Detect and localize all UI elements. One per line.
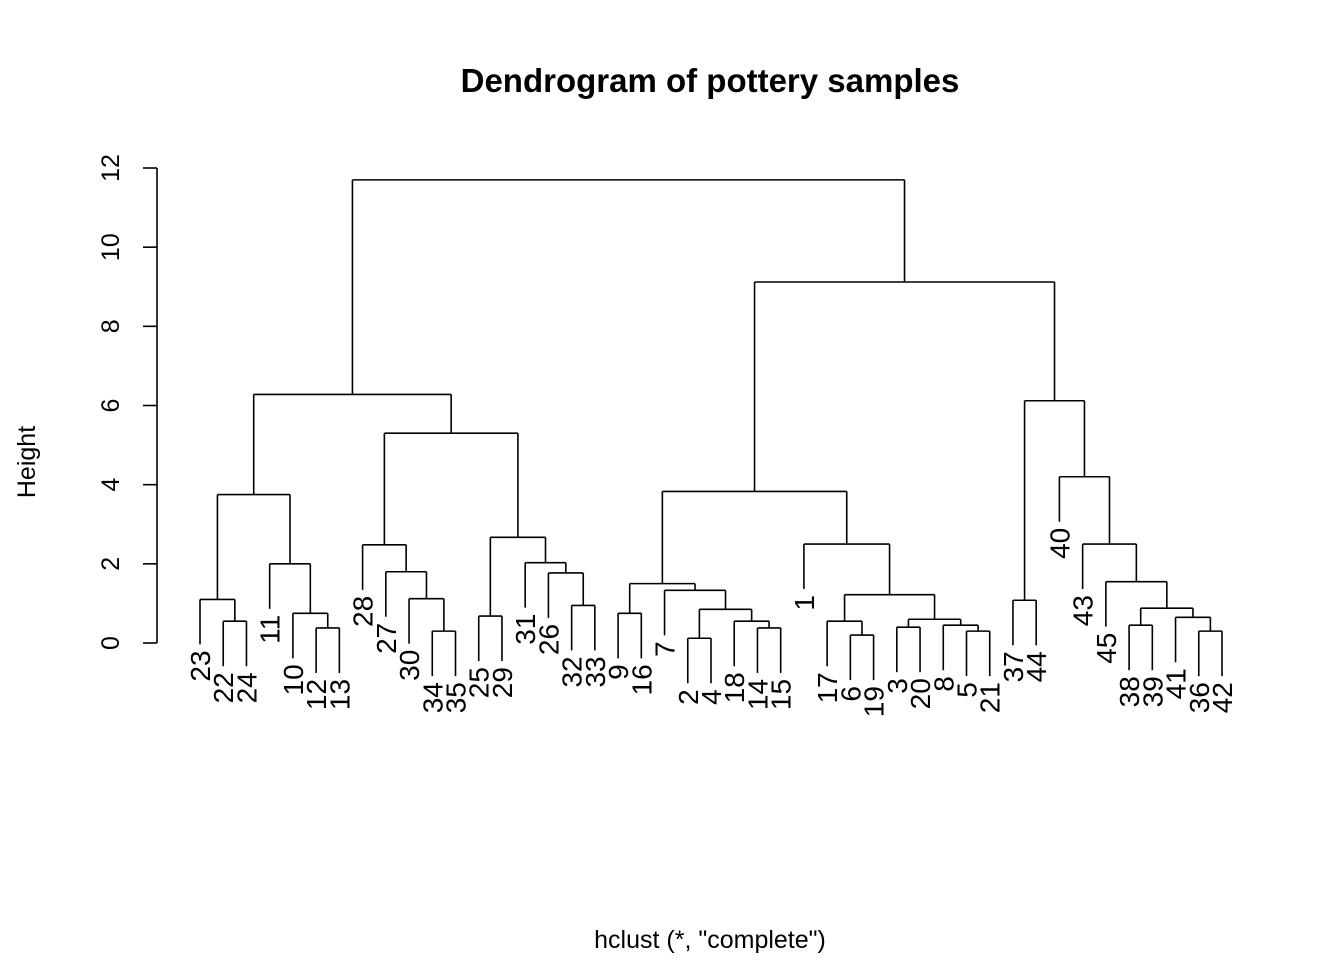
leaf-label: 33 [580,656,611,687]
leaf-label: 31 [510,614,541,645]
leaf-label: 18 [719,672,750,703]
leaf-label: 38 [1114,676,1145,707]
leaf-label: 37 [998,651,1029,682]
leaf-label: 28 [348,596,379,627]
y-tick-label: 12 [97,154,125,182]
leaf-label: 39 [1137,676,1168,707]
dendrogram-tree [199,179,1223,684]
leaf-label: 15 [766,679,797,710]
leaf-label: 30 [394,650,425,681]
leaf-label: 32 [557,656,588,687]
leaf-label: 25 [464,667,495,698]
leaf-label: 34 [417,682,448,713]
leaf-label: 40 [1044,528,1075,559]
leaf-label: 1 [789,595,820,611]
leaf-label: 43 [1068,595,1099,626]
leaf-label: 16 [626,664,657,695]
leaf-label: 27 [371,623,402,654]
leaf-label: 2 [673,689,704,705]
leaf-label: 26 [533,624,564,655]
leaf-label: 6 [835,686,866,702]
leaf-label: 10 [278,664,309,695]
leaf-label: 36 [1184,682,1215,713]
y-tick-label: 6 [97,399,125,413]
leaf-label: 11 [255,615,286,644]
leaf-label: 42 [1207,682,1238,713]
leaf-label: 9 [603,664,634,680]
leaf-label: 44 [1021,651,1052,682]
leaf-label: 17 [812,672,843,703]
chart-title: Dendrogram of pottery samples [461,62,960,99]
leaf-label: 7 [650,641,681,657]
leaf-label: 23 [185,650,216,681]
leaf-label: 29 [487,667,518,698]
x-axis-label: hclust (*, "complete") [594,926,826,954]
leaf-label: 5 [952,682,983,698]
leaf-label: 45 [1091,633,1122,664]
leaf-label: 22 [208,672,239,703]
y-tick-label: 8 [97,319,125,333]
y-axis: 0 2 4 6 8 10 12 [97,154,158,650]
y-tick-label: 4 [97,478,125,492]
y-tick-label: 10 [97,233,125,261]
leaf-label: 4 [696,689,727,705]
y-tick-label: 2 [97,557,125,571]
leaf-labels: 2322241110121328273034352529312632339167… [185,528,1238,717]
leaf-label: 41 [1161,668,1192,699]
leaf-label: 8 [928,676,959,692]
leaf-label: 12 [301,679,332,710]
leaf-label: 19 [859,686,890,717]
leaf-label: 35 [441,682,472,713]
leaf-label: 14 [742,679,773,710]
leaf-label: 13 [324,679,355,710]
y-tick-label: 0 [97,636,125,650]
leaf-label: 21 [975,682,1006,713]
y-axis-label: Height [13,426,41,498]
leaf-label: 20 [905,678,936,709]
leaf-label: 24 [231,672,262,703]
leaf-label: 3 [882,678,913,694]
